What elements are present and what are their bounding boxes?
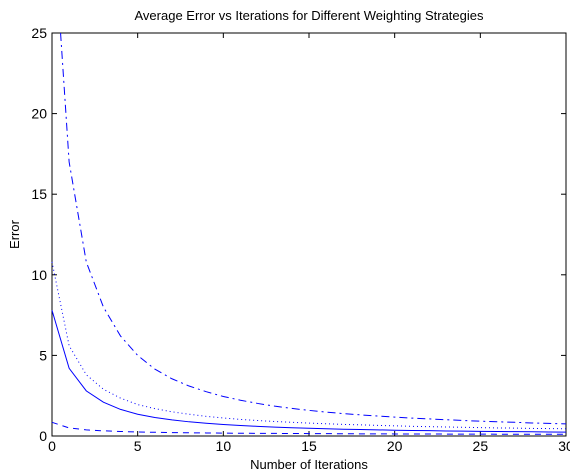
x-tick-label: 5 bbox=[134, 438, 142, 454]
plot-area bbox=[51, 32, 567, 437]
x-tick-label: 10 bbox=[216, 438, 232, 454]
chart-title: Average Error vs Iterations for Differen… bbox=[134, 8, 484, 23]
x-tick-label: 15 bbox=[301, 438, 317, 454]
series-line-dashed bbox=[51, 421, 567, 435]
x-tick-label: 25 bbox=[473, 438, 489, 454]
series-line-solid bbox=[51, 310, 567, 433]
y-tick-label: 25 bbox=[31, 25, 47, 41]
y-tick-label: 0 bbox=[39, 428, 47, 444]
y-tick-label: 5 bbox=[39, 347, 47, 363]
y-tick-label: 10 bbox=[31, 267, 47, 283]
x-axis-label: Number of Iterations bbox=[250, 457, 368, 472]
y-tick-label: 20 bbox=[31, 106, 47, 122]
x-tick-label: 0 bbox=[48, 438, 56, 454]
series-group bbox=[51, 32, 567, 435]
x-tick-label: 30 bbox=[558, 438, 570, 454]
y-axis-label: Error bbox=[7, 219, 22, 249]
x-tick-label: 20 bbox=[387, 438, 403, 454]
y-tick-label: 15 bbox=[31, 186, 47, 202]
